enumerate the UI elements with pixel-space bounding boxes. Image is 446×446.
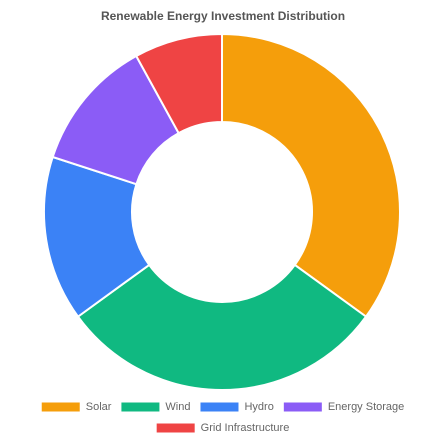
legend-row: Grid Infrastructure <box>156 422 290 434</box>
legend-label: Grid Infrastructure <box>201 422 290 434</box>
legend-swatch <box>121 402 160 412</box>
legend-label: Energy Storage <box>328 401 404 413</box>
slice <box>43 155 151 319</box>
legend-swatch <box>283 402 322 412</box>
slice <box>134 32 223 135</box>
legend-label: Hydro <box>244 401 273 413</box>
legend-swatch <box>156 423 195 433</box>
slice <box>76 263 368 391</box>
slice <box>221 32 401 319</box>
chart-title: Renewable Energy Investment Distribution <box>101 9 345 23</box>
legend-row: Solar Wind Hydro Energy Storage <box>41 401 404 413</box>
legend-swatch <box>41 402 80 412</box>
legend-label: Solar <box>86 401 112 413</box>
legend-swatch <box>200 402 239 412</box>
legend-label: Wind <box>165 401 190 413</box>
